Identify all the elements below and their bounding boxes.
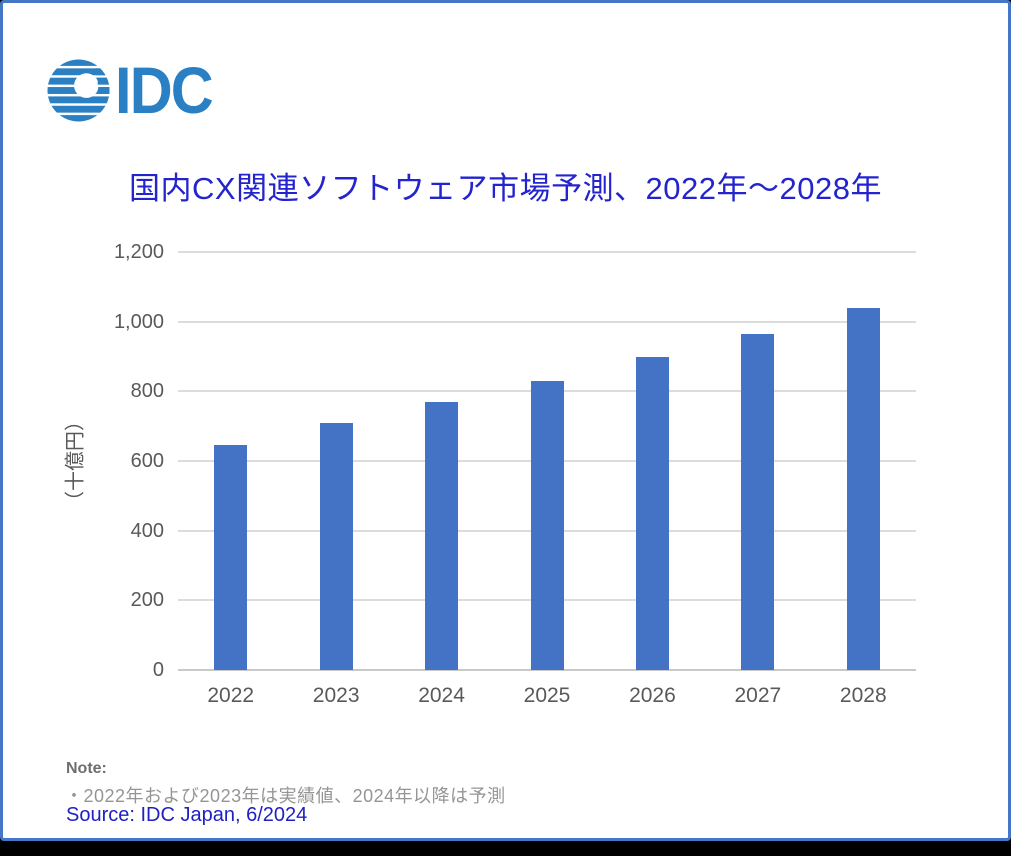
x-tick-label-2025: 2025 — [523, 684, 571, 707]
chart-title: 国内CX関連ソフトウェア市場予測、2022年～2028年 — [129, 171, 882, 206]
bar-2022 — [214, 445, 248, 670]
gridline-1000 — [178, 320, 916, 323]
bar-2023 — [319, 422, 353, 670]
y-tick-label-600: 600 — [130, 450, 164, 472]
bottom-black-strip — [0, 841, 1011, 856]
y-tick-label-1200: 1,200 — [113, 241, 164, 263]
idc-logo-text: IDC — [115, 53, 214, 127]
note-heading: Note: — [66, 760, 107, 777]
x-tick-label-2022: 2022 — [207, 684, 255, 707]
y-tick-label-1000: 1,000 — [113, 310, 164, 333]
x-tick-label-2028: 2028 — [839, 684, 887, 707]
idc-globe-icon — [47, 58, 110, 122]
x-tick-label-2024: 2024 — [418, 684, 465, 707]
y-tick-label-0: 0 — [152, 659, 164, 681]
idc-logo: IDC — [47, 53, 223, 127]
x-tick-label-2023: 2023 — [312, 684, 360, 707]
bar-2027 — [741, 333, 775, 670]
bar-2026 — [635, 356, 669, 670]
bar-2024 — [425, 401, 459, 670]
source-text: Source: IDC Japan, 6/2024 — [66, 804, 308, 826]
bar-2028 — [846, 307, 880, 670]
note-text: ・2022年および2023年は実績値、2024年以降は予測 — [65, 786, 506, 806]
x-tick-label-2027: 2027 — [734, 684, 782, 707]
gridline-1200 — [178, 251, 916, 253]
y-tick-label-800: 800 — [130, 380, 164, 403]
bar-2025 — [530, 380, 564, 670]
y-tick-label-400: 400 — [130, 519, 164, 542]
x-tick-label-2026: 2026 — [629, 684, 676, 707]
gridline-0 — [178, 669, 916, 671]
y-tick-label-200: 200 — [130, 589, 164, 612]
bar-chart-plot-area — [178, 251, 916, 671]
